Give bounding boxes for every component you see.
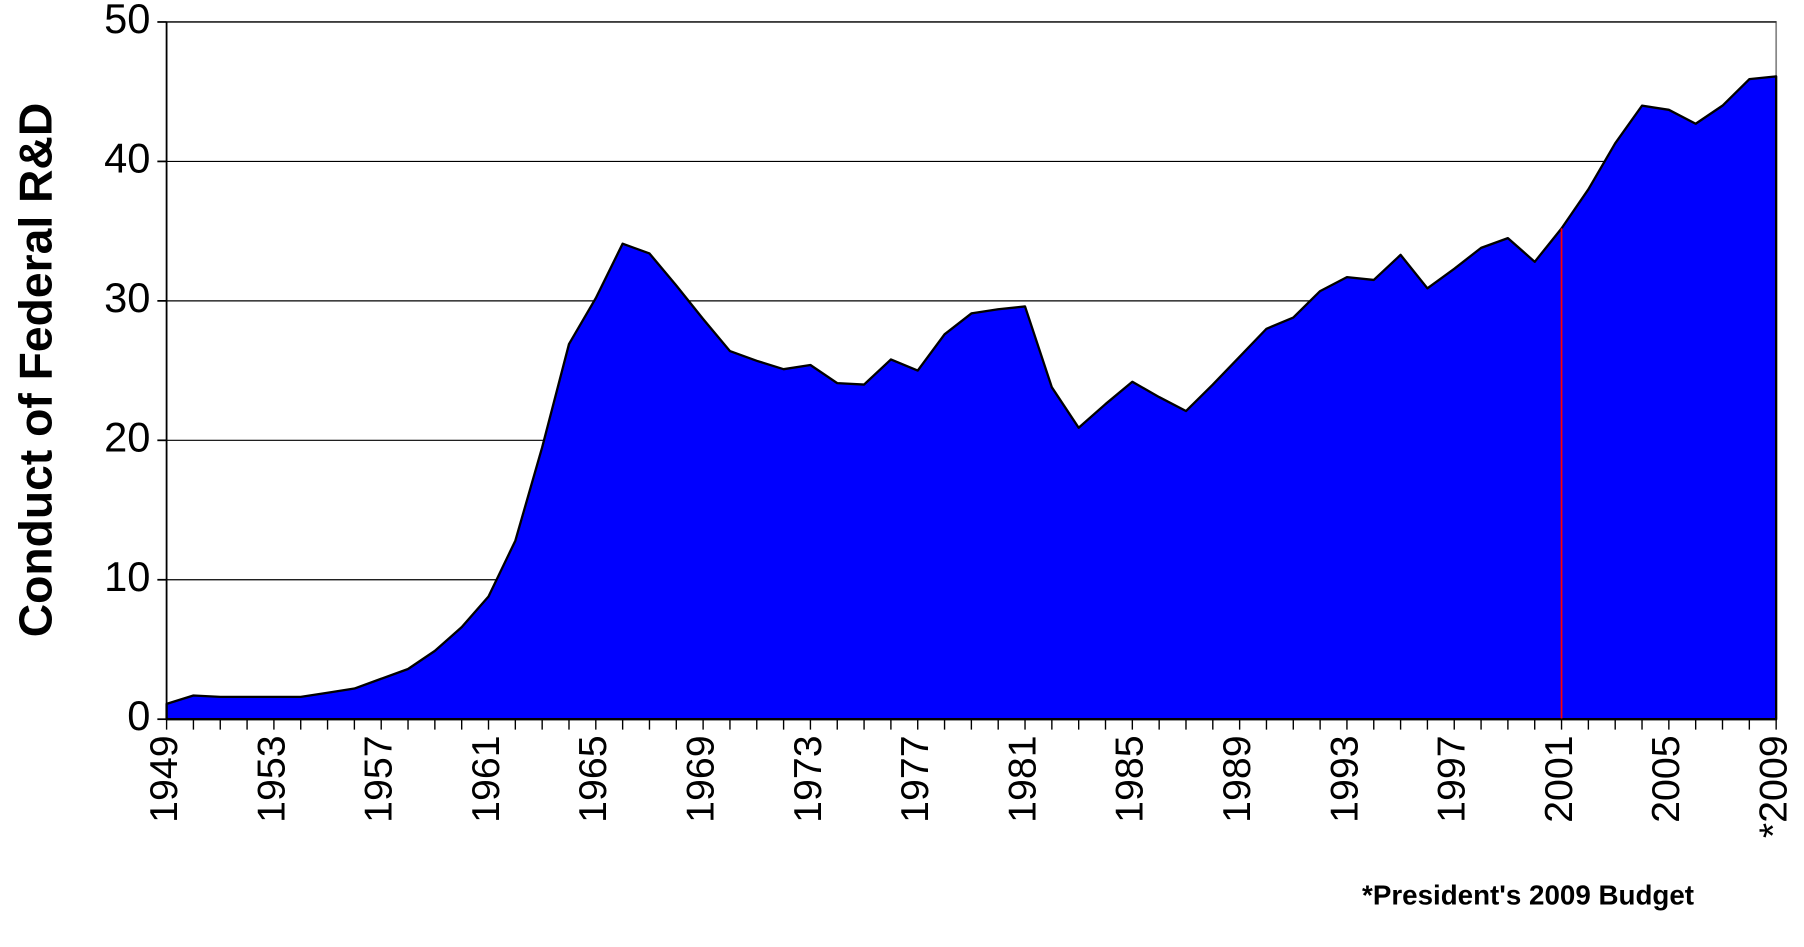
x-tick-label: *2009 (1752, 735, 1796, 838)
x-tick-label: 1993 (1322, 735, 1366, 822)
x-tick-label: 1981 (1000, 735, 1044, 822)
x-tick-label: 1969 (679, 735, 723, 822)
footnote: *President's 2009 Budget (1362, 880, 1694, 911)
y-tick-label: 50 (104, 0, 150, 42)
y-tick-label: 0 (127, 692, 150, 739)
x-tick-label: 1961 (464, 735, 508, 822)
y-tick-label: 30 (104, 274, 150, 321)
x-tick-label: 1965 (571, 735, 615, 822)
y-tick-label: 40 (104, 134, 150, 181)
x-tick-label: 1949 (142, 735, 186, 822)
y-tick-label: 20 (104, 413, 150, 460)
x-tick-label: 1977 (893, 735, 937, 822)
x-tick-label: 1973 (786, 735, 830, 822)
x-tick-label: 1997 (1430, 735, 1474, 822)
y-tick-label: 10 (104, 553, 150, 600)
x-tick-label: 1989 (1215, 735, 1259, 822)
y-axis-label: Conduct of Federal R&D (10, 103, 62, 637)
x-tick-label: 2001 (1537, 735, 1581, 822)
x-tick-label: 2005 (1644, 735, 1688, 822)
x-tick-label: 1953 (249, 735, 293, 822)
area (165, 75, 1778, 721)
x-tick-label: 1985 (1108, 735, 1152, 822)
x-tick-label: 1957 (357, 735, 401, 822)
